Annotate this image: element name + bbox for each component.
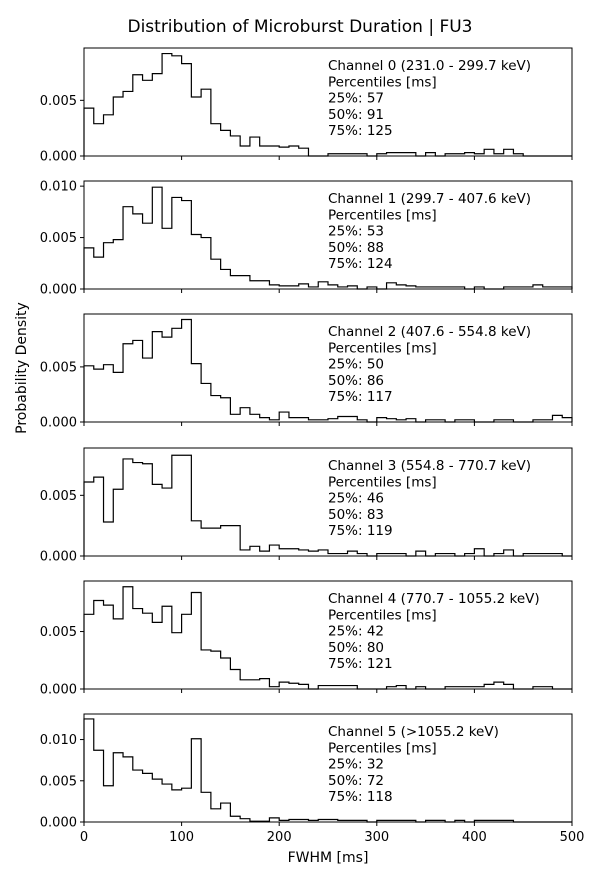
histogram-panel-4: 0.000 0.005 Channel 4 (770.7 - 1055.2 keV)… xyxy=(40,580,573,698)
x-tick-label: 400 xyxy=(462,830,487,845)
annotation-line: Channel 1 (299.7 - 407.6 keV) xyxy=(328,191,531,207)
y-tick-label: 0.000 xyxy=(40,416,77,431)
y-axis-label: Probability Density xyxy=(14,302,30,434)
annotation-line: 50%: 83 xyxy=(328,507,384,523)
histogram-step-series xyxy=(83,454,572,557)
y-tick-label: 0.005 xyxy=(40,489,77,504)
y-tick-label: 0.005 xyxy=(40,231,77,246)
histogram-panel-3: 0.000 0.005 Channel 3 (554.8 - 770.7 keV)P… xyxy=(40,447,573,565)
axes-frame xyxy=(83,180,573,290)
figure-title: Distribution of Microburst Duration | FU… xyxy=(127,17,472,37)
x-tick-label: 0 xyxy=(80,830,88,845)
y-tick-label: 0.010 xyxy=(40,733,77,748)
x-tick-label: 100 xyxy=(169,830,194,845)
y-tick-label: 0.000 xyxy=(40,550,77,565)
annotation-line: Percentiles [ms] xyxy=(328,340,437,356)
axes-frame xyxy=(83,580,573,690)
axes-frame xyxy=(83,47,573,157)
annotation-line: Channel 5 (>1055.2 keV) xyxy=(328,724,499,740)
y-tick-label: 0.005 xyxy=(40,360,77,375)
annotation-line: 25%: 50 xyxy=(328,357,384,373)
annotation-line: Channel 3 (554.8 - 770.7 keV) xyxy=(328,458,531,474)
axes-frame xyxy=(83,713,573,823)
annotation-line: 50%: 91 xyxy=(328,107,384,123)
annotation-line: Percentiles [ms] xyxy=(328,474,437,490)
annotation-line: Percentiles [ms] xyxy=(328,607,437,623)
histogram-panel-1: 0.000 0.005 0.010 Channel 1 (299.7 - 407.6 … xyxy=(40,180,573,298)
y-tick-label: 0.000 xyxy=(40,283,77,298)
annotation-line: Percentiles [ms] xyxy=(328,74,437,90)
histogram-panel-2: 0.000 0.005 Channel 2 (407.6 - 554.8 keV)P… xyxy=(40,313,573,431)
annotation-line: Percentiles [ms] xyxy=(328,740,437,756)
annotation-line: 25%: 46 xyxy=(328,491,384,507)
y-tick-label: 0.000 xyxy=(40,683,77,698)
annotation-line: Percentiles [ms] xyxy=(328,207,437,223)
x-tick-label: 500 xyxy=(560,830,585,845)
y-tick-label: 0.000 xyxy=(40,150,77,165)
annotation-line: 50%: 80 xyxy=(328,640,384,656)
annotation-line: Channel 4 (770.7 - 1055.2 keV) xyxy=(328,591,540,607)
annotation-line: 25%: 57 xyxy=(328,91,384,107)
annotation-line: 75%: 117 xyxy=(328,389,393,405)
annotation-line: 25%: 53 xyxy=(328,224,384,240)
annotation-line: 75%: 125 xyxy=(328,123,393,139)
histogram-panel-5: 0 100 200 300 400 500 0.000 0.005 0.010 Channel 5… xyxy=(40,713,585,845)
x-tick-label: 300 xyxy=(364,830,389,845)
annotation-line: 25%: 42 xyxy=(328,624,384,640)
histogram-panel-0: 0.000 0.005 Channel 0 (231.0 - 299.7 keV)P… xyxy=(40,47,573,165)
y-tick-label: 0.010 xyxy=(40,180,77,195)
histogram-step-series xyxy=(83,586,572,690)
annotation-line: 75%: 121 xyxy=(328,656,393,672)
histogram-step-series xyxy=(83,718,572,823)
y-tick-label: 0.000 xyxy=(40,816,77,831)
histogram-step-series xyxy=(83,186,573,290)
axes-frame xyxy=(83,313,573,423)
annotation-line: 50%: 88 xyxy=(328,240,384,256)
y-tick-label: 0.005 xyxy=(40,625,77,640)
annotation-line: 75%: 118 xyxy=(328,789,393,805)
y-tick-label: 0.005 xyxy=(40,774,77,789)
x-axis-label: FWHM [ms] xyxy=(288,850,369,866)
axes-frame xyxy=(83,447,573,557)
y-tick-label: 0.005 xyxy=(40,94,77,109)
x-tick-label: 200 xyxy=(267,830,292,845)
annotation-line: Channel 0 (231.0 - 299.7 keV) xyxy=(328,58,531,74)
annotation-line: Channel 2 (407.6 - 554.8 keV) xyxy=(328,324,531,340)
annotation-line: 50%: 86 xyxy=(328,373,384,389)
annotation-line: 25%: 32 xyxy=(328,757,384,773)
annotation-line: 50%: 72 xyxy=(328,773,384,789)
annotation-line: 75%: 124 xyxy=(328,256,393,272)
histogram-step-series xyxy=(83,52,572,157)
annotation-line: 75%: 119 xyxy=(328,523,393,539)
